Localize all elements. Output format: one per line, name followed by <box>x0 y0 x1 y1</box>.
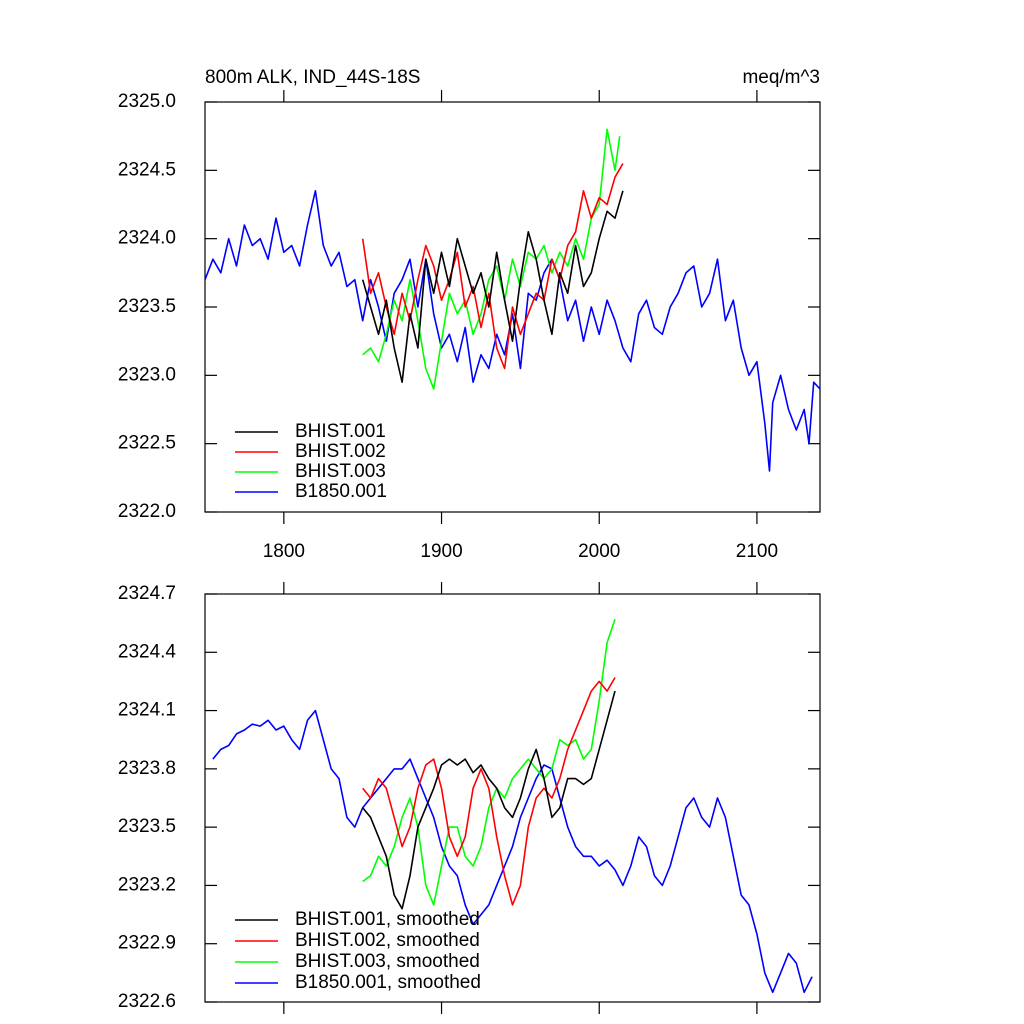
y-tick-label: 2323.8 <box>118 758 176 779</box>
series-line <box>362 677 616 906</box>
series-line <box>212 709 813 994</box>
y-tick-label: 2324.4 <box>118 641 177 662</box>
y-tick-label: 2324.7 <box>118 583 176 604</box>
y-tick-label: 2324.5 <box>118 159 176 180</box>
y-tick-label: 2323.0 <box>118 364 176 385</box>
unit-label: meq/m^3 <box>742 67 820 88</box>
legend-label: B1850.001 <box>295 481 387 502</box>
y-tick-label: 2324.0 <box>118 228 176 249</box>
plot-frame <box>204 593 821 1003</box>
series-line <box>362 128 621 390</box>
legend-label: BHIST.002 <box>295 441 386 462</box>
series-line <box>362 619 616 906</box>
y-tick-label: 2325.0 <box>118 91 176 112</box>
y-tick-label: 2322.0 <box>118 501 176 522</box>
y-tick-label: 2323.2 <box>118 874 176 895</box>
legend-label: BHIST.002, smoothed <box>295 930 480 951</box>
legend-label: BHIST.003, smoothed <box>295 951 480 972</box>
legend-label: BHIST.001, smoothed <box>295 909 480 930</box>
x-tick-label: 2100 <box>736 541 778 562</box>
y-tick-label: 2323.5 <box>118 296 176 317</box>
y-tick-label: 2322.5 <box>118 433 176 454</box>
x-tick-label: 1900 <box>420 541 462 562</box>
legend-label: B1850.001, smoothed <box>295 972 481 993</box>
series-line <box>361 163 624 370</box>
y-tick-label: 2324.1 <box>118 700 176 721</box>
y-tick-label: 2322.9 <box>118 933 176 954</box>
x-tick-label: 1800 <box>263 541 305 562</box>
chart-title: 800m ALK, IND_44S-18S <box>205 67 420 88</box>
legend-label: BHIST.001 <box>295 421 386 442</box>
y-tick-label: 2322.6 <box>118 991 176 1012</box>
series-line <box>204 190 821 472</box>
x-tick-label: 2000 <box>578 541 620 562</box>
legend-label: BHIST.003 <box>295 461 386 482</box>
series-line <box>361 190 624 383</box>
y-tick-label: 2323.5 <box>118 816 176 837</box>
series-line <box>362 690 616 910</box>
